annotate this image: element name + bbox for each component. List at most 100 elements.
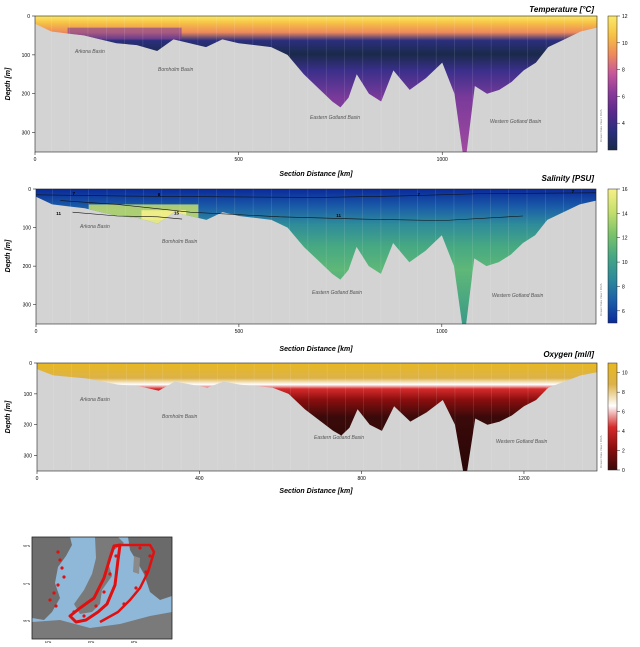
y-tick-label: 300 — [24, 454, 33, 460]
colorbar-tick-label: 0 — [622, 468, 625, 474]
salinity-watermark: Ocean Data View / DIVA — [599, 283, 603, 316]
eastern-gotland-basin-label: Eastern Gotland Basin — [314, 435, 364, 441]
x-tick-label: 1000 — [436, 329, 447, 335]
western-gotland-basin-label: Western Gotland Basin — [492, 293, 544, 299]
contour-label: 7 — [572, 189, 575, 194]
axes-frame — [36, 362, 598, 472]
map-station-dot — [82, 614, 86, 618]
y-tick-label: 100 — [22, 53, 31, 59]
x-tick-label: 500 — [235, 329, 244, 335]
oxygen-watermark: Ocean Data View / DIVA — [599, 435, 603, 468]
map-lon-label: 15°E — [88, 640, 95, 644]
contour-label: 15 — [174, 210, 180, 215]
eastern-gotland-basin-label: Eastern Gotland Basin — [310, 115, 360, 121]
colorbar-tick-label: 12 — [622, 236, 628, 242]
colorbar-tick-label: 6 — [622, 94, 625, 100]
y-tick-label: 100 — [24, 392, 33, 398]
y-tick-label: 0 — [28, 187, 31, 193]
contour-label: 11 — [336, 213, 341, 218]
temperature-panel: Temperature [°C] Arkona Basin Bornholm B… — [5, 5, 628, 178]
y-tick-label: 200 — [22, 92, 31, 98]
map-land-sweden — [74, 537, 124, 614]
map-lat-label: 57°N — [23, 582, 30, 586]
contour-label: 7 — [73, 191, 76, 196]
salinity-axes: 0 500 1000 0 100 200 300 — [23, 187, 597, 335]
oxygen-axes: 0 400 800 1200 0 100 200 300 — [24, 361, 598, 482]
x-tick-label: 0 — [34, 157, 37, 163]
y-tick-label: 200 — [24, 423, 33, 429]
axes-frame — [35, 188, 597, 325]
temperature-watermark: Ocean Data View / DIVA — [599, 109, 603, 142]
colorbar-tick-label: 8 — [622, 390, 625, 396]
map-station-dot — [138, 546, 142, 550]
map-land-scandinavia — [32, 537, 72, 620]
contour-label: 11 — [56, 211, 61, 216]
colorbar-tick-label: 6 — [622, 410, 625, 416]
salinity-title: Salinity [PSU] — [542, 174, 595, 183]
map-station-dot — [60, 566, 64, 570]
oxygen-ylabel: Depth [m] — [5, 400, 12, 433]
colorbar-tick-label: 6 — [622, 309, 625, 315]
map-station-dot — [134, 586, 138, 590]
x-tick-label: 1000 — [437, 157, 448, 163]
map-cruise-track — [68, 543, 122, 624]
salinity-colorbar: 16 14 12 10 8 6 — [607, 187, 628, 324]
western-gotland-basin-label: Western Gotland Basin — [496, 439, 548, 445]
map-lat-label: 55°N — [23, 619, 30, 623]
y-tick-label: 300 — [22, 131, 31, 137]
station-lines — [52, 189, 582, 324]
bornholm-basin-label: Bornholm Basin — [162, 414, 198, 420]
x-tick-label: 1200 — [518, 476, 529, 482]
arkona-basin-label: Arkona Basin — [74, 49, 105, 55]
map-lat-label: 59°N — [23, 544, 30, 548]
colorbar-scale — [607, 362, 618, 471]
map-stations — [48, 546, 152, 618]
station-lines — [53, 363, 583, 471]
bornholm-basin-label: Bornholm Basin — [162, 239, 198, 245]
y-tick-label: 300 — [23, 303, 32, 309]
colorbar-tick-label: 8 — [622, 68, 625, 74]
temperature-title: Temperature [°C] — [529, 5, 594, 14]
isohaline — [35, 192, 597, 198]
map-station-dot — [72, 610, 76, 614]
map-station-dot — [52, 591, 56, 595]
x-tick-label: 500 — [234, 157, 243, 163]
temperature-xlabel: Section Distance [km] — [279, 171, 353, 178]
station-lines — [51, 16, 583, 152]
salinity-ylabel: Depth [m] — [5, 239, 12, 272]
map-cruise-track-east — [99, 543, 156, 624]
map-station-dot — [122, 602, 126, 606]
salinity-xlabel: Section Distance [km] — [279, 346, 353, 353]
x-tick-label: 800 — [357, 476, 366, 482]
isohaline — [72, 211, 183, 220]
map-station-dot — [94, 604, 98, 608]
map-station-dot — [148, 554, 152, 558]
map-lon-label: 12°E — [45, 640, 52, 644]
isohaline — [60, 200, 523, 221]
axes-frame — [34, 15, 598, 153]
colorbar-tick-label: 10 — [622, 260, 628, 266]
temperature-colorbar: 12 10 8 6 4 — [607, 14, 628, 151]
map-station-dot — [56, 550, 60, 554]
contour-label: 8 — [158, 192, 161, 197]
contour-label: 7 — [417, 192, 420, 197]
salinity-panel: Salinity [PSU] 7 8 11 15 11 7 7 Arkona Basin B… — [5, 174, 628, 353]
map-land-gotland — [133, 556, 140, 574]
oxygen-colorbar: 10 8 6 4 2 0 — [607, 362, 628, 474]
colorbar-tick-label: 12 — [622, 14, 628, 20]
colorbar-tick-label: 4 — [622, 429, 625, 435]
y-tick-label: 0 — [27, 14, 30, 20]
arkona-basin-label: Arkona Basin — [79, 397, 110, 403]
map-lon-label: 18°E — [131, 640, 138, 644]
oxygen-panel: Oxygen [ml/l] Arkona Basin Bornholm Basi… — [5, 350, 628, 495]
map-frame — [31, 536, 173, 640]
colorbar-tick-label: 4 — [622, 121, 625, 127]
map-station-dot — [58, 558, 62, 562]
eastern-gotland-basin-label: Eastern Gotland Basin — [312, 290, 362, 296]
station-map: 59°N 57°N 55°N 12°E 15°E 18°E — [23, 536, 173, 644]
arkona-basin-label: Arkona Basin — [79, 224, 110, 230]
oxygen-xlabel: Section Distance [km] — [279, 488, 353, 495]
x-tick-label: 400 — [195, 476, 204, 482]
oxygen-title: Oxygen [ml/l] — [543, 350, 594, 359]
